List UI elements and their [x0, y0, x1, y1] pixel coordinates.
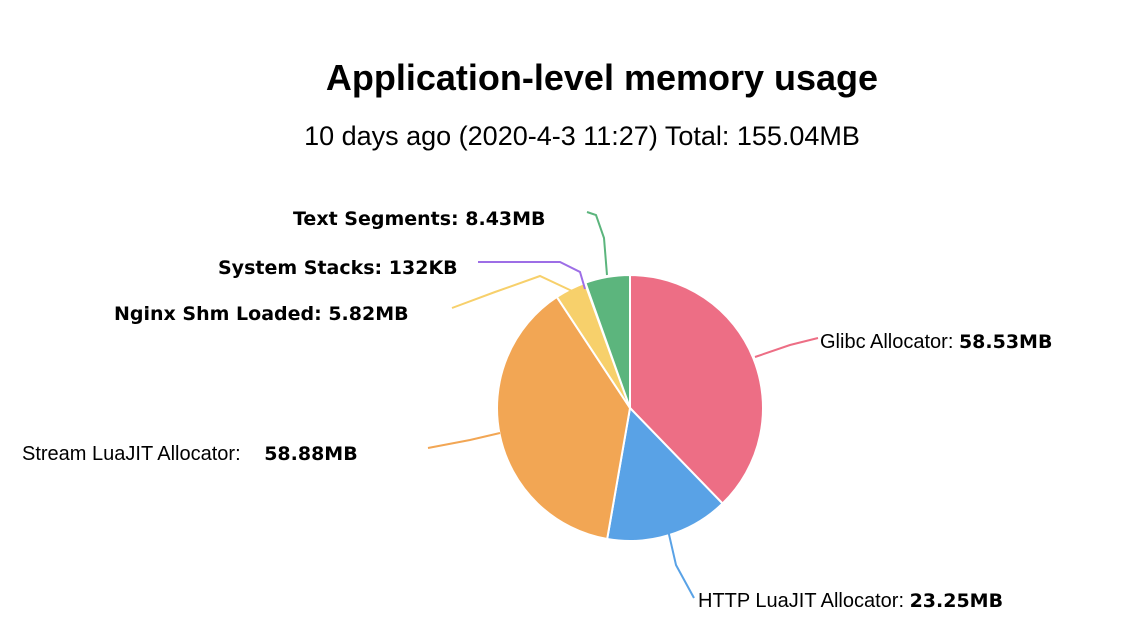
slice-label-name: Stream LuaJIT Allocator: — [22, 443, 246, 465]
slice-label-value: 23.25MB — [910, 590, 1004, 612]
slice-label-name: Glibc Allocator: — [820, 331, 959, 353]
slice-label-value: 58.53MB — [959, 331, 1053, 353]
slice-label-name: HTTP LuaJIT Allocator: — [698, 590, 910, 612]
leader-line-nginx-shm-loaded — [451, 274, 573, 309]
slice-label-nginx-shm-loaded: Nginx Shm Loaded: 5.82MB — [114, 303, 409, 325]
slice-label-text-segments: Text Segments: 8.43MB — [293, 208, 546, 230]
chart-subtitle: 10 days ago (2020-4-3 11:27) Total: 155.… — [304, 121, 860, 151]
slice-label-name: System Stacks: — [218, 257, 389, 279]
pie-slice-glibc-allocator — [629, 273, 764, 505]
slice-label-value: 132KB — [389, 257, 458, 279]
slice-label-value: 5.82MB — [328, 303, 408, 325]
pie-slices — [496, 273, 764, 542]
slice-labels: Glibc Allocator: 58.53MB HTTP LuaJIT Allo… — [22, 208, 1052, 612]
leader-line-text-segments — [586, 211, 608, 276]
slice-label-name: Text Segments: — [293, 208, 465, 230]
leader-line-stream-luajit-allocator — [427, 432, 501, 449]
slice-label-name: Nginx Shm Loaded: — [114, 303, 328, 325]
slice-label-http-luajit-allocator: HTTP LuaJIT Allocator: 23.25MB — [698, 590, 1003, 612]
slice-label-system-stacks: System Stacks: 132KB — [218, 257, 458, 279]
pie-slice-stream-luajit-allocator — [496, 295, 632, 541]
slice-label-value: 58.88MB — [264, 443, 358, 465]
leader-line-http-luajit-allocator — [667, 529, 695, 599]
slice-label-value: 8.43MB — [465, 208, 545, 230]
leader-line-system-stacks — [478, 261, 586, 290]
leader-lines — [427, 211, 819, 599]
chart-title: Application-level memory usage — [326, 57, 878, 98]
leader-line-glibc-allocator — [754, 337, 819, 358]
slice-label-glibc-allocator: Glibc Allocator: 58.53MB — [820, 331, 1052, 353]
pie-slice-text-segments — [584, 273, 631, 409]
slice-label-stream-luajit-allocator: Stream LuaJIT Allocator: 58.88MB — [22, 443, 358, 465]
